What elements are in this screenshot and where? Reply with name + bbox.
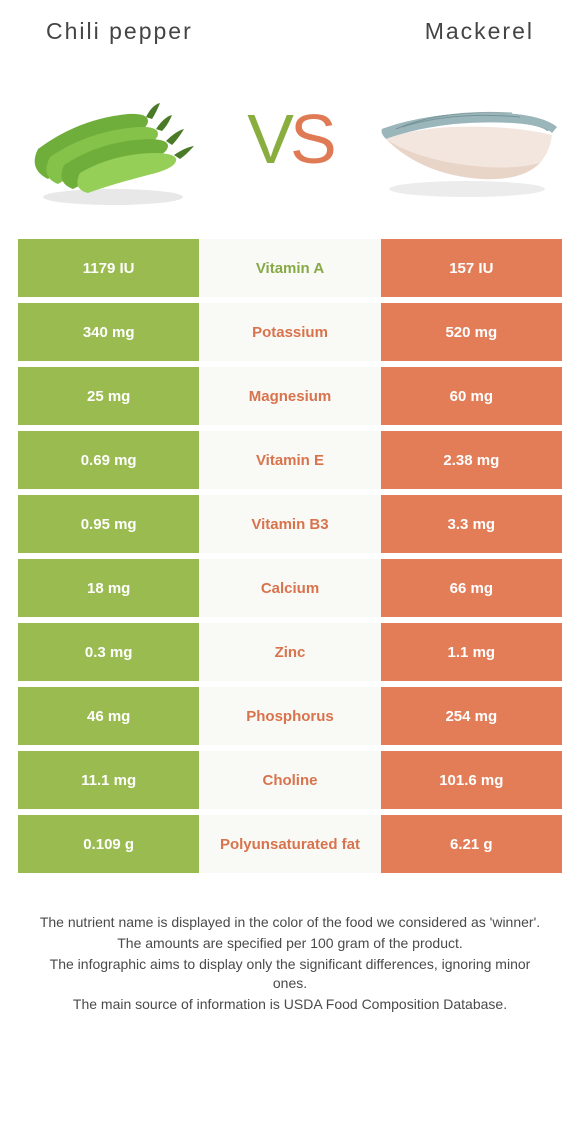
vs-label: VS xyxy=(247,99,332,179)
nutrient-name-cell: Vitamin E xyxy=(199,431,380,489)
nutrient-name-cell: Vitamin B3 xyxy=(199,495,380,553)
table-row: 18 mgCalcium66 mg xyxy=(18,559,562,617)
table-row: 0.95 mgVitamin B33.3 mg xyxy=(18,495,562,553)
nutrient-name-cell: Potassium xyxy=(199,303,380,361)
right-value-cell: 101.6 mg xyxy=(381,751,562,809)
left-value-cell: 0.109 g xyxy=(18,815,199,873)
mackerel-illustration xyxy=(372,69,562,209)
nutrient-name-cell: Calcium xyxy=(199,559,380,617)
table-row: 25 mgMagnesium60 mg xyxy=(18,367,562,425)
table-row: 1179 IUVitamin A157 IU xyxy=(18,239,562,297)
footnote-line: The main source of information is USDA F… xyxy=(34,995,546,1014)
left-value-cell: 18 mg xyxy=(18,559,199,617)
right-value-cell: 254 mg xyxy=(381,687,562,745)
left-value-cell: 0.3 mg xyxy=(18,623,199,681)
left-value-cell: 11.1 mg xyxy=(18,751,199,809)
right-food-title: Mackerel xyxy=(425,18,534,45)
table-row: 0.3 mgZinc1.1 mg xyxy=(18,623,562,681)
right-value-cell: 157 IU xyxy=(381,239,562,297)
footnote-line: The amounts are specified per 100 gram o… xyxy=(34,934,546,953)
table-row: 11.1 mgCholine101.6 mg xyxy=(18,751,562,809)
table-row: 46 mgPhosphorus254 mg xyxy=(18,687,562,745)
right-value-cell: 2.38 mg xyxy=(381,431,562,489)
left-food-title: Chili pepper xyxy=(46,18,193,45)
nutrient-name-cell: Choline xyxy=(199,751,380,809)
vs-v: V xyxy=(247,100,290,178)
right-value-cell: 1.1 mg xyxy=(381,623,562,681)
nutrient-name-cell: Zinc xyxy=(199,623,380,681)
footnotes: The nutrient name is displayed in the co… xyxy=(0,879,580,1013)
table-row: 340 mgPotassium520 mg xyxy=(18,303,562,361)
footnote-line: The nutrient name is displayed in the co… xyxy=(34,913,546,932)
right-value-cell: 60 mg xyxy=(381,367,562,425)
right-value-cell: 520 mg xyxy=(381,303,562,361)
left-value-cell: 0.69 mg xyxy=(18,431,199,489)
nutrient-name-cell: Vitamin A xyxy=(199,239,380,297)
nutrient-name-cell: Polyunsaturated fat xyxy=(199,815,380,873)
right-value-cell: 6.21 g xyxy=(381,815,562,873)
left-value-cell: 46 mg xyxy=(18,687,199,745)
vs-s: S xyxy=(290,100,333,178)
title-bar: Chili pepper Mackerel xyxy=(0,0,580,45)
nutrient-name-cell: Phosphorus xyxy=(199,687,380,745)
chili-pepper-illustration xyxy=(18,69,208,209)
left-value-cell: 0.95 mg xyxy=(18,495,199,553)
comparison-table: 1179 IUVitamin A157 IU 340 mgPotassium520… xyxy=(0,239,580,873)
footnote-line: The infographic aims to display only the… xyxy=(34,955,546,993)
hero-row: VS xyxy=(0,45,580,239)
left-value-cell: 25 mg xyxy=(18,367,199,425)
left-value-cell: 1179 IU xyxy=(18,239,199,297)
left-value-cell: 340 mg xyxy=(18,303,199,361)
right-value-cell: 3.3 mg xyxy=(381,495,562,553)
table-row: 0.109 gPolyunsaturated fat6.21 g xyxy=(18,815,562,873)
nutrient-name-cell: Magnesium xyxy=(199,367,380,425)
right-value-cell: 66 mg xyxy=(381,559,562,617)
table-row: 0.69 mgVitamin E2.38 mg xyxy=(18,431,562,489)
